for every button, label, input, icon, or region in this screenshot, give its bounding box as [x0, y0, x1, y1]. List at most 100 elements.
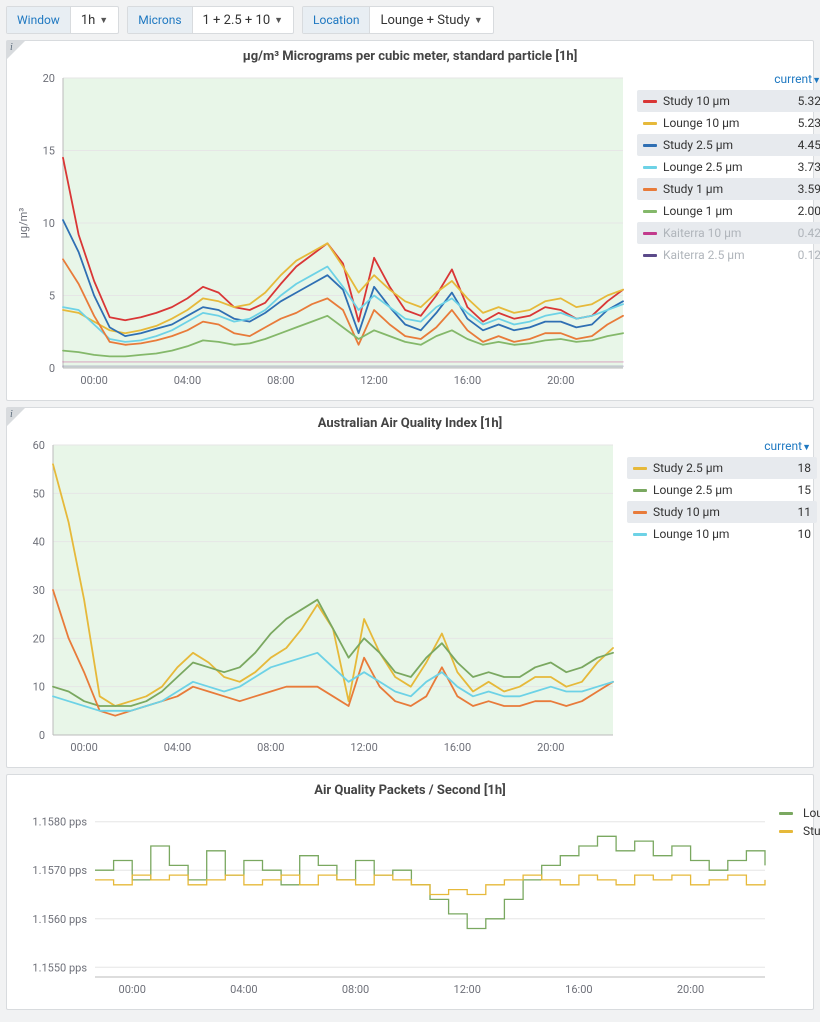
legend-swatch [643, 188, 657, 191]
legend-value: 3.73 [781, 160, 820, 174]
legend-swatch [633, 489, 647, 492]
legend-packets: Lounge Study [779, 804, 820, 1001]
location-value[interactable]: Lounge + Study ▼ [370, 7, 492, 33]
legend-value: 3.59 [781, 182, 820, 196]
window-label: Window [7, 7, 71, 33]
microns-value[interactable]: 1 + 2.5 + 10 ▼ [193, 7, 294, 33]
svg-text:04:00: 04:00 [174, 374, 201, 387]
legend-row[interactable]: Study 10 µm11 [627, 501, 817, 523]
svg-text:1.1570 pps: 1.1570 pps [32, 864, 87, 877]
microns-label: Microns [128, 7, 192, 33]
legend-row[interactable]: Study 1 µm3.59 [637, 178, 820, 200]
svg-text:20: 20 [33, 632, 45, 645]
legend-label: Study [803, 824, 820, 838]
legend-row[interactable]: Lounge [779, 804, 820, 822]
chevron-down-icon: ▼ [474, 15, 483, 26]
legend-value: 2.00 [781, 204, 820, 218]
chevron-down-icon: ▼ [99, 15, 108, 26]
svg-text:16:00: 16:00 [565, 983, 592, 996]
svg-text:00:00: 00:00 [70, 741, 97, 754]
legend-row[interactable]: Lounge 10 µm5.23 [637, 112, 820, 134]
svg-text:1.1560 pps: 1.1560 pps [32, 913, 87, 926]
location-label: Location [303, 7, 370, 33]
svg-text:04:00: 04:00 [164, 741, 191, 754]
legend-value: 10 [771, 527, 811, 541]
panel-micrograms: i µg/m³ Micrograms per cubic meter, stan… [6, 40, 814, 401]
chevron-down-icon: ▼ [274, 15, 283, 26]
info-icon[interactable]: i [10, 42, 13, 53]
legend-label: Lounge 2.5 µm [653, 483, 771, 497]
legend-label: Study 2.5 µm [653, 461, 771, 475]
svg-text:16:00: 16:00 [444, 741, 471, 754]
legend-swatch [633, 533, 647, 536]
svg-text:16:00: 16:00 [454, 374, 481, 387]
microns-value-text: 1 + 2.5 + 10 [203, 13, 271, 28]
svg-text:1.1580 pps: 1.1580 pps [32, 816, 87, 829]
legend-label: Lounge 10 µm [663, 116, 781, 130]
legend-value: 11 [771, 505, 811, 519]
legend-value: 5.23 [781, 116, 820, 130]
legend-label: Kaiterra 10 µm [663, 226, 781, 240]
legend-swatch [643, 166, 657, 169]
svg-text:0: 0 [39, 729, 45, 742]
svg-text:04:00: 04:00 [230, 983, 257, 996]
legend-label: Lounge 2.5 µm [663, 160, 781, 174]
microns-control[interactable]: Microns 1 + 2.5 + 10 ▼ [127, 6, 294, 34]
legend-label: Study 2.5 µm [663, 138, 781, 152]
panel-title: Australian Air Quality Index [1h] [15, 414, 805, 437]
svg-text:30: 30 [33, 584, 45, 597]
legend-label: Study 10 µm [653, 505, 771, 519]
legend-label: Study 10 µm [663, 94, 781, 108]
legend-swatch [633, 511, 647, 514]
chart-svg: 0510152000:0004:0008:0012:0016:0020:00µg… [15, 70, 629, 392]
svg-text:12:00: 12:00 [360, 374, 387, 387]
svg-text:12:00: 12:00 [350, 741, 377, 754]
info-icon[interactable]: i [10, 409, 13, 420]
panel-aqi: i Australian Air Quality Index [1h] 0 10 2… [6, 407, 814, 768]
panel-packets: Air Quality Packets / Second [1h] 1.1580… [6, 774, 814, 1010]
chart-micrograms[interactable]: 0510152000:0004:0008:0012:0016:0020:00µg… [15, 70, 629, 392]
legend-swatch [633, 467, 647, 470]
legend-header[interactable]: current▼ [627, 437, 817, 457]
legend-value: 0.42 [781, 226, 820, 240]
legend-swatch [643, 232, 657, 235]
chart-svg: 010203040506000:0004:0008:0012:0016:0020… [15, 437, 619, 759]
svg-text:20: 20 [43, 72, 55, 85]
legend-row[interactable]: Study 10 µm5.32 [637, 90, 820, 112]
legend-row[interactable]: Lounge 2.5 µm15 [627, 479, 817, 501]
legend-swatch [779, 812, 793, 815]
legend-row[interactable]: Study [779, 822, 820, 840]
legend-label: Lounge 1 µm [663, 204, 781, 218]
legend-value: 5.32 [781, 94, 820, 108]
window-value[interactable]: 1h ▼ [71, 7, 118, 33]
legend-row[interactable]: Study 2.5 µm18 [627, 457, 817, 479]
legend-row[interactable]: Lounge 1 µm2.00 [637, 200, 820, 222]
svg-text:20:00: 20:00 [677, 983, 704, 996]
legend-header[interactable]: current▼ [637, 70, 820, 90]
window-value-text: 1h [81, 13, 95, 28]
location-control[interactable]: Location Lounge + Study ▼ [302, 6, 494, 34]
window-control[interactable]: Window 1h ▼ [6, 6, 119, 34]
svg-text:5: 5 [49, 290, 55, 303]
chart-packets[interactable]: 1.1580 pps 1.1570 pps 1.1560 pps 1.1550 pps… [15, 804, 771, 1001]
legend-label: Kaiterra 2.5 µm [663, 248, 781, 262]
legend-micrograms: current▼Study 10 µm5.32Lounge 10 µm5.23S… [637, 70, 820, 392]
svg-text:00:00: 00:00 [119, 983, 146, 996]
svg-text:1.1550 pps: 1.1550 pps [32, 961, 87, 974]
legend-row[interactable]: Study 2.5 µm4.45 [637, 134, 820, 156]
legend-row[interactable]: Kaiterra 10 µm0.42 [637, 222, 820, 244]
legend-swatch [779, 830, 793, 833]
legend-row[interactable]: Lounge 2.5 µm3.73 [637, 156, 820, 178]
legend-label: Study 1 µm [663, 182, 781, 196]
svg-text:20:00: 20:00 [547, 374, 574, 387]
legend-row[interactable]: Lounge 10 µm10 [627, 523, 817, 545]
template-controls: Window 1h ▼ Microns 1 + 2.5 + 10 ▼ Locat… [6, 6, 814, 34]
svg-text:08:00: 08:00 [257, 741, 284, 754]
location-value-text: Lounge + Study [380, 13, 469, 28]
svg-text:µg/m³: µg/m³ [17, 208, 30, 239]
svg-text:10: 10 [43, 217, 55, 230]
chart-svg: 1.1580 pps 1.1570 pps 1.1560 pps 1.1550 pps… [15, 804, 771, 1001]
legend-row[interactable]: Kaiterra 2.5 µm0.12 [637, 244, 820, 266]
chart-aqi[interactable]: 010203040506000:0004:0008:0012:0016:0020… [15, 437, 619, 759]
legend-aqi: current▼Study 2.5 µm18Lounge 2.5 µm15Stu… [627, 437, 817, 759]
